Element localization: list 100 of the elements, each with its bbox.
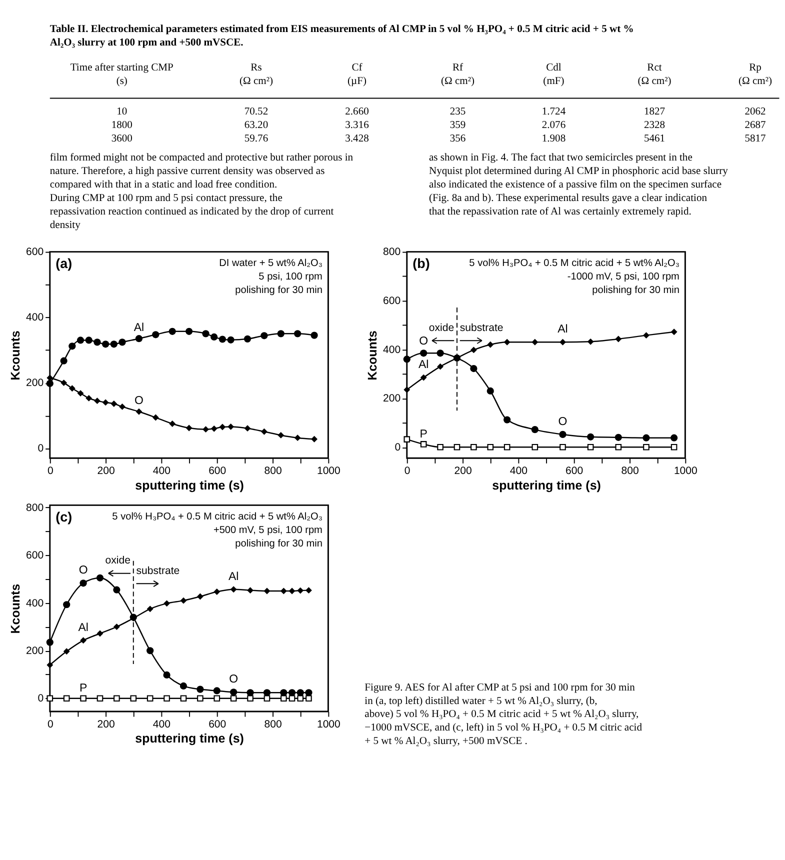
x-tick-label: 0 [404,464,410,477]
point [180,597,187,604]
point [94,338,101,346]
point [180,682,188,690]
point [152,414,159,421]
point [168,328,176,335]
y-axis-title: Kcounts [8,584,22,634]
x-tick-label: 600 [566,464,584,477]
x-tick-label: 200 [97,464,115,477]
x-tick-label: 600 [208,464,226,477]
point [404,386,410,393]
text: 2328 [644,120,666,132]
series-label: P [79,682,88,695]
point [60,357,68,364]
point [196,593,204,600]
y-tick-label: 600 [26,550,44,562]
annotation: O [558,416,568,428]
point [210,333,218,341]
point [559,430,566,438]
text: 235 [450,106,466,118]
point [113,624,120,630]
point [146,695,154,702]
annotation: O [229,674,238,686]
point [670,328,678,336]
point [470,346,477,354]
point [46,662,54,668]
point [247,695,254,702]
point [297,695,304,702]
point [86,394,92,402]
series-label: Al [418,358,429,371]
point [80,695,86,702]
x-tick-label: 0 [47,464,54,477]
point [110,340,118,348]
point [278,432,284,438]
point [437,444,444,450]
x-tick-label: 1000 [316,718,341,730]
annotation: polishing for 30 min [235,538,322,550]
x-tick-label: 1000 [316,464,341,477]
x-tick-label: 800 [621,464,639,477]
text: Rct (Ω cm²) [638,62,672,87]
point [436,350,444,357]
annotation: polishing for 30 min [592,285,680,296]
point [46,638,54,646]
text: film formed might not be compacted and protective but rather porous in nature. Therefore, a high passive current density was observed as compared with that in a static and load free condition. During CMP at 100 rpm and 5 psi contact pressure, the repassivation reaction continued as indicated by the drop of current density [50,152,354,231]
point [560,444,566,450]
x-tick-label: 400 [152,464,171,477]
point [310,332,318,339]
y-axis-title: Kcounts [365,330,380,380]
point [68,342,76,350]
text: 5817 [744,133,766,144]
point [164,600,170,607]
point [404,436,410,442]
annotation: 5 vol% H₃PO₄ + 0.5 M citric acid + 5 wt% Al₂O₃ [469,258,680,270]
point [63,601,70,608]
point [244,335,252,342]
y-tick-label: 800 [383,246,401,258]
x-axis-title: sputtering time (s) [492,478,601,492]
point [288,695,296,702]
legend-label: O [419,336,428,348]
x-tick-label: 0 [47,718,54,730]
point [532,444,538,450]
text: Cdl (mF) [543,62,565,87]
y-tick-label: 200 [26,377,44,390]
y-tick-label: 800 [26,502,44,514]
point [487,444,494,450]
point [102,399,109,406]
text: Rf (Ω cm²) [440,62,476,87]
y-tick-label: 0 [38,442,44,455]
point [560,338,566,346]
point [136,408,142,415]
point [260,428,268,435]
point [504,338,510,346]
point [643,332,650,339]
point [587,433,594,440]
point [163,671,170,679]
text: 2687 [744,120,766,132]
text: 356 [450,133,466,144]
series-label: Al [134,322,144,334]
text: 2.660 [345,106,369,118]
text: 3.316 [345,120,369,132]
series-label: O [134,394,144,407]
point [228,423,234,430]
point [63,695,70,702]
point [197,695,204,702]
text: 1.908 [542,133,566,144]
point [68,385,76,392]
point [420,350,428,357]
point [264,588,270,594]
x-tick-label: 200 [454,464,472,477]
chart-title: (b) [412,256,430,272]
text: 2.076 [542,120,566,132]
x-tick-label: 400 [510,464,528,477]
point [615,336,622,342]
y-tick-label: 0 [394,442,401,454]
text: 59.76 [244,133,268,144]
series-label: Al [78,622,88,634]
point [230,586,237,593]
text: Rs (Ω cm²) [239,62,274,87]
annotation: DI water + 5 wt% Al₂O₃ [219,258,322,270]
point [96,574,104,582]
